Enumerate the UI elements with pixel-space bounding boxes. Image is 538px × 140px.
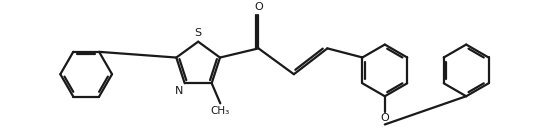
Text: CH₃: CH₃ [211, 106, 230, 116]
Text: N: N [174, 86, 183, 96]
Text: O: O [380, 113, 389, 123]
Text: S: S [195, 28, 202, 38]
Text: O: O [254, 2, 263, 12]
